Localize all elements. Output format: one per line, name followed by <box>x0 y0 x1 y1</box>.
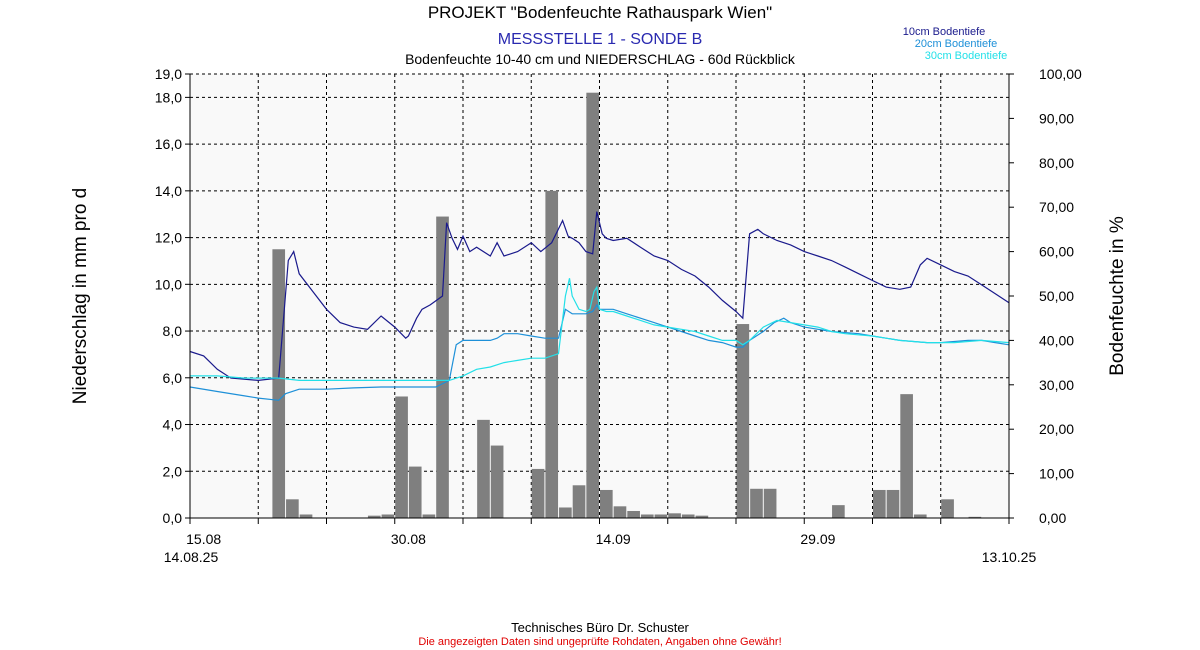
y-tick-label-right: 50,00 <box>1039 288 1074 304</box>
precipitation-bar <box>490 445 504 518</box>
y-tick-label-left: 8,0 <box>163 323 183 339</box>
precipitation-bar <box>600 489 613 518</box>
y-tick-label-right: 0,00 <box>1039 510 1066 526</box>
y-axis-left-label: Niederschlag in mm pro d <box>70 188 91 404</box>
precipitation-bar <box>941 499 954 518</box>
y-tick-label-right: 80,00 <box>1039 155 1074 171</box>
precipitation-bar <box>763 488 777 518</box>
y-tick-label-left: 2,0 <box>163 463 183 479</box>
precipitation-bar <box>913 514 927 518</box>
footer-disclaimer: Die angezeigten Daten sind ungeprüfte Ro… <box>418 636 781 648</box>
precipitation-bar <box>736 324 750 518</box>
precipitation-bar <box>422 514 436 518</box>
legend-item-10cm: 10cm Bodentiefe <box>903 26 986 38</box>
x-end-label: 13.10.25 <box>982 549 1037 565</box>
y-tick-label-left: 4,0 <box>163 417 183 433</box>
precipitation-bar <box>640 514 654 518</box>
y-tick-label-left: 10,0 <box>155 276 182 292</box>
y-tick-label-left: 0,0 <box>163 510 183 526</box>
precipitation-bar <box>695 515 709 518</box>
y-tick-label-right: 60,00 <box>1039 244 1074 260</box>
precipitation-bar <box>968 516 982 518</box>
x-axis-ticks: 15.08 30.08 14.09 29.09 <box>186 518 1010 547</box>
precipitation-bar <box>873 489 886 518</box>
y-axis-right-ticks: 0,00 10,00 20,00 30,00 40,00 50,00 60,00 70,00 8… <box>1009 66 1082 526</box>
legend-item-30cm: 30cm Bodentiefe <box>925 50 1008 62</box>
x-start-label: 14.08.25 <box>164 549 219 565</box>
precipitation-bar <box>886 489 900 518</box>
precipitation-bar <box>381 514 395 518</box>
precipitation-bar <box>613 506 627 518</box>
x-tick-label: 30.08 <box>391 531 426 547</box>
precipitation-bar <box>545 190 559 518</box>
y-tick-label-right: 100,00 <box>1039 66 1082 82</box>
y-tick-label-left: 12,0 <box>155 230 182 246</box>
precipitation-bar <box>586 92 599 519</box>
precipitation-bar <box>572 485 586 518</box>
precipitation-bar <box>668 513 681 518</box>
precipitation-bar <box>900 394 913 518</box>
legend: 10cm Bodentiefe 20cm Bodentiefe 30cm Bod… <box>903 26 1008 62</box>
precipitation-bar <box>272 249 286 518</box>
x-tick-label: 29.09 <box>800 531 835 547</box>
precipitation-bar <box>286 499 299 518</box>
precipitation-bar <box>832 505 845 518</box>
precipitation-bar <box>408 466 422 518</box>
precipitation-bar <box>367 515 381 518</box>
chart-title: PROJEKT "Bodenfeuchte Rathauspark Wien" <box>428 3 772 22</box>
chart-subtitle: MESSSTELLE 1 - SONDE B <box>498 31 703 48</box>
chart-description: Bodenfeuchte 10-40 cm und NIEDERSCHLAG -… <box>405 51 796 67</box>
y-tick-label-right: 20,00 <box>1039 421 1074 437</box>
precipitation-bar <box>627 510 640 518</box>
precipitation-bar <box>531 468 545 518</box>
x-tick-label: 14.09 <box>596 531 631 547</box>
precipitation-bar <box>681 514 695 518</box>
precipitation-bar <box>395 396 408 518</box>
y-tick-label-right: 90,00 <box>1039 110 1074 126</box>
legend-item-20cm: 20cm Bodentiefe <box>915 38 998 50</box>
precipitation-bars <box>272 92 982 519</box>
y-tick-label-left: 19,0 <box>155 66 182 82</box>
y-tick-label-left: 14,0 <box>155 183 182 199</box>
y-tick-label-left: 18,0 <box>155 89 182 105</box>
series-line-2 <box>190 278 1010 381</box>
precipitation-bar <box>559 507 572 518</box>
precipitation-bar <box>299 514 313 518</box>
y-tick-label-right: 30,00 <box>1039 377 1074 393</box>
series-line-0 <box>189 211 1010 382</box>
y-axis-left-ticks: 0,0 2,0 4,0 6,0 8,0 10,0 12,0 14,0 16,0 18,0 19,0 <box>155 66 190 526</box>
precipitation-bar <box>477 419 490 518</box>
precipitation-bar <box>436 216 449 518</box>
moisture-lines <box>189 211 1010 401</box>
precipitation-bar <box>750 488 763 518</box>
footer-company: Technisches Büro Dr. Schuster <box>511 620 689 635</box>
y-axis-right-label: Bodenfeuchte in % <box>1107 216 1128 376</box>
x-tick-label: 15.08 <box>186 531 221 547</box>
y-tick-label-right: 10,00 <box>1039 466 1074 482</box>
y-tick-label-right: 40,00 <box>1039 332 1074 348</box>
y-tick-label-right: 70,00 <box>1039 199 1074 215</box>
y-tick-label-left: 16,0 <box>155 136 182 152</box>
precipitation-bar <box>654 514 668 518</box>
grid <box>190 74 1009 518</box>
y-tick-label-left: 6,0 <box>163 370 183 386</box>
